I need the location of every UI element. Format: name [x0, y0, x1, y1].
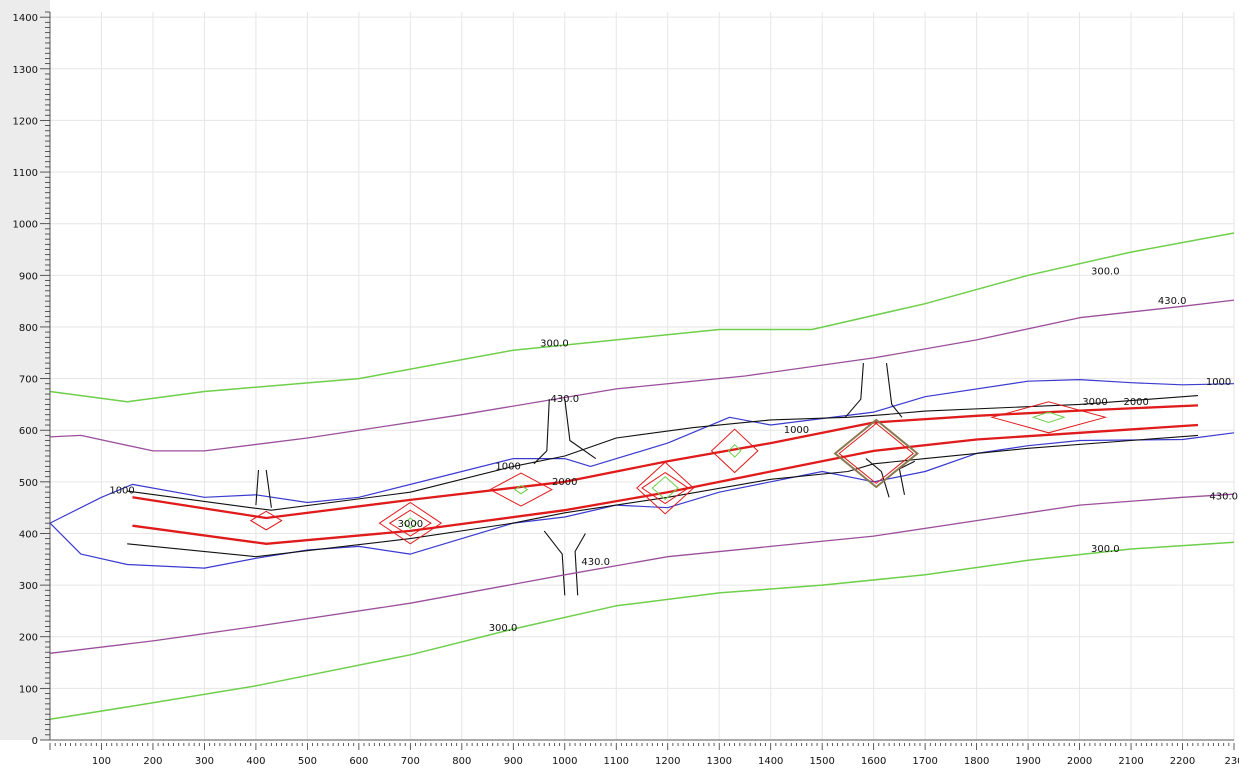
x-tick-label: 700	[401, 756, 420, 767]
contour-label: 300.0	[1091, 267, 1120, 278]
contour-label: 1000	[784, 425, 809, 436]
y-axis: 0 100 200 300 400 500 600 700 800 900 1000 1100 1200…	[13, 11, 50, 747]
series-line-purple	[49, 299, 1235, 452]
diamond-marker-brown	[833, 418, 919, 489]
contour-label: 300.0	[489, 623, 518, 634]
x-tick-label: 1000	[552, 756, 577, 767]
y-tick-label: 400	[19, 529, 38, 540]
series-layer	[49, 232, 1235, 721]
x-tick-label: 300	[195, 756, 214, 767]
contour-label: 2000	[1123, 397, 1148, 408]
x-tick-label: 1900	[1015, 756, 1040, 767]
x-tick-label: 1400	[758, 756, 783, 767]
y-tick-label: 700	[19, 375, 38, 386]
x-tick-label: 1700	[912, 756, 937, 767]
x-tick-label: 1200	[655, 756, 680, 767]
x-tick-label: 900	[504, 756, 523, 767]
y-tick-label: 500	[19, 478, 38, 489]
x-tick-label: 400	[246, 756, 265, 767]
contour-label: 300.0	[540, 338, 569, 349]
series-line-red	[132, 404, 1199, 520]
diamond-layer	[249, 401, 1108, 545]
series-line-black	[255, 469, 260, 506]
x-tick-label: 800	[452, 756, 471, 767]
y-tick-label: 800	[19, 323, 38, 334]
x-tick-label: 200	[143, 756, 162, 767]
contour-label: 1000	[1206, 377, 1231, 388]
diamond-marker-red	[838, 422, 915, 485]
x-tick-label: 1100	[604, 756, 629, 767]
y-axis-strip	[0, 0, 50, 769]
x-tick-label: 2000	[1067, 756, 1092, 767]
x-tick-label: 100	[92, 756, 111, 767]
contour-label: 3000	[1082, 397, 1107, 408]
x-tick-label: 1800	[964, 756, 989, 767]
x-axis-strip	[0, 740, 1239, 769]
series-line-purple	[49, 493, 1235, 654]
diamond-marker-green	[1031, 411, 1066, 423]
contour-label: 3000	[398, 519, 423, 530]
contour-label: 430.0	[550, 394, 579, 405]
series-line-black	[533, 399, 550, 465]
diamond-marker-red	[710, 428, 759, 474]
y-tick-label: 900	[19, 271, 38, 282]
y-tick-label: 0	[32, 736, 38, 747]
x-tick-label: 230	[1224, 756, 1239, 767]
series-line-black	[543, 530, 566, 596]
contour-label: 300.0	[1091, 544, 1120, 555]
x-tick-label: 1600	[861, 756, 886, 767]
diamond-marker-green	[403, 517, 418, 529]
series-line-black	[127, 434, 1199, 558]
x-tick-label: 500	[298, 756, 317, 767]
series-line-black	[564, 399, 597, 460]
contour-label: 430.0	[1158, 296, 1187, 307]
y-tick-label: 1400	[13, 13, 38, 24]
x-tick-label: 600	[349, 756, 368, 767]
contour-label-layer: 300.0 300.0 430.0 430.0 1000 1000 1000 1000 3000…	[109, 267, 1238, 634]
series-line-red	[132, 423, 1199, 545]
series-line-black	[265, 469, 272, 508]
series-line-green	[49, 232, 1235, 403]
x-tick-label: 2100	[1118, 756, 1143, 767]
y-tick-label: 1000	[13, 220, 38, 231]
y-tick-label: 600	[19, 426, 38, 437]
series-line-black	[844, 363, 864, 418]
series-line-green	[49, 541, 1235, 721]
y-tick-label: 100	[19, 684, 38, 695]
y-tick-label: 1100	[13, 168, 38, 179]
diamond-marker-red	[249, 510, 283, 531]
diamond-marker-green	[513, 484, 529, 495]
diamond-marker-green	[727, 443, 742, 458]
diamond-marker-red	[388, 509, 432, 537]
plot-area	[50, 12, 1234, 740]
y-tick-label: 1200	[13, 116, 38, 127]
series-line-black	[574, 533, 586, 596]
diamond-marker-red	[990, 401, 1108, 434]
x-tick-label: 1300	[706, 756, 731, 767]
diamond-marker-red	[636, 461, 695, 515]
contour-label: 430.0	[1209, 491, 1238, 502]
contour-label: 1000	[109, 486, 134, 497]
x-tick-label: 2200	[1170, 756, 1195, 767]
y-tick-label: 1300	[13, 65, 38, 76]
diamond-marker-red	[641, 471, 690, 505]
axes-frame	[49, 12, 1234, 741]
series-line-blue	[49, 379, 1235, 524]
x-axis: 100 200 300 400 500 600 700 800 900 1000 1100 1200 1…	[49, 743, 1239, 767]
diamond-marker-green	[651, 476, 679, 501]
contour-label: 430.0	[581, 557, 610, 568]
diamond-marker-red	[378, 501, 443, 545]
series-line-black	[865, 458, 890, 498]
y-tick-label: 200	[19, 633, 38, 644]
y-tick-label: 300	[19, 581, 38, 592]
contour-label: 1000	[495, 461, 520, 472]
contour-label: 2000	[552, 477, 577, 488]
x-tick-label: 1500	[809, 756, 834, 767]
series-line-black	[885, 363, 903, 418]
series-line-black	[127, 395, 1199, 511]
diamond-marker-red	[489, 472, 553, 507]
